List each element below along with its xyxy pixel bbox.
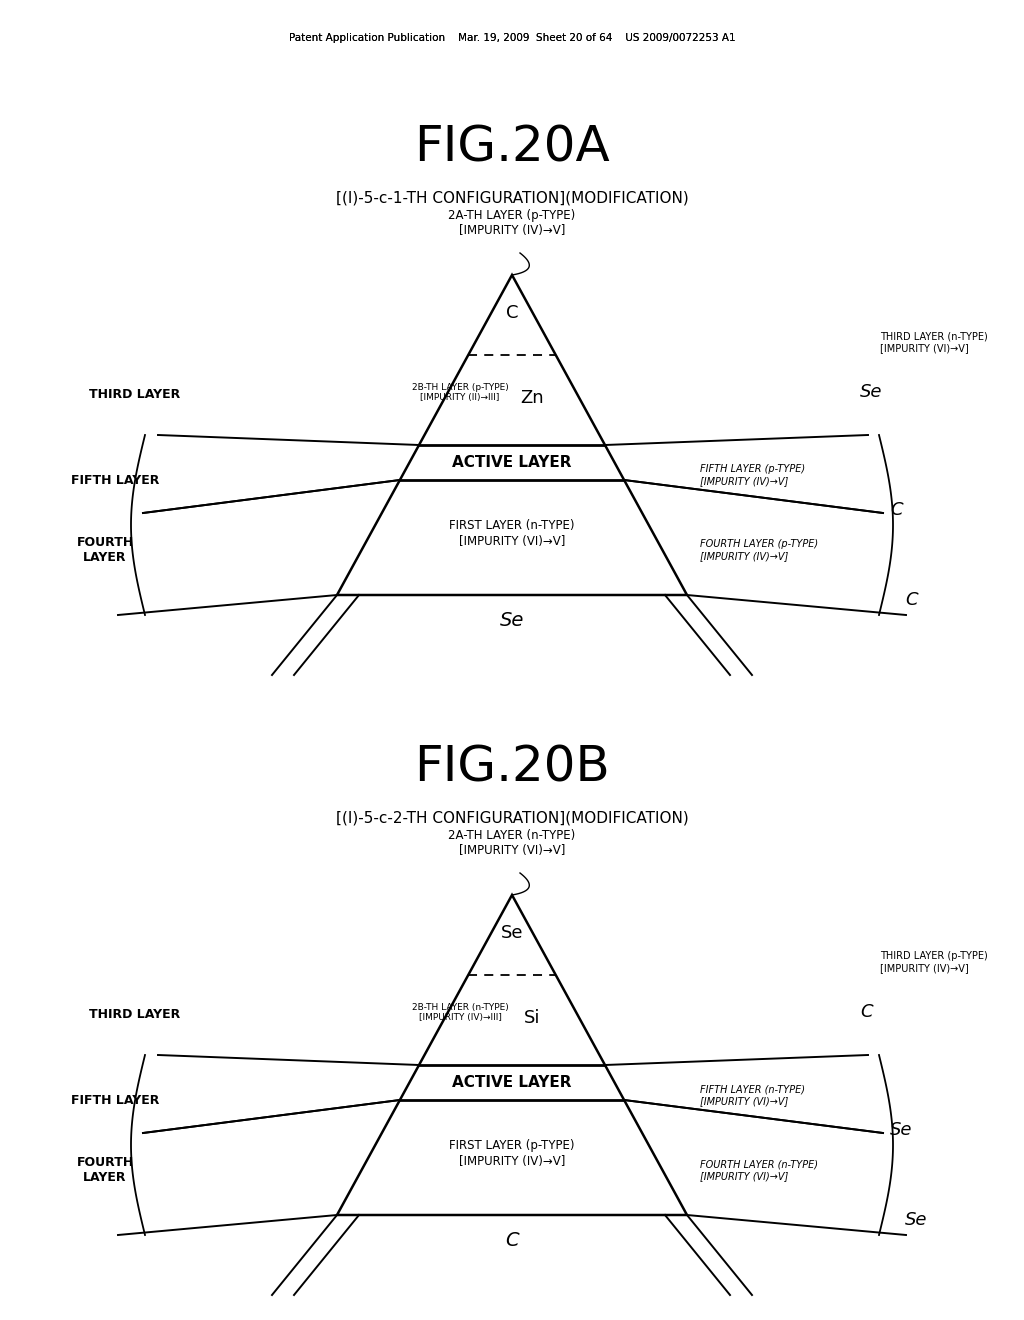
Text: THIRD LAYER: THIRD LAYER [89,1008,180,1022]
Text: FIRST LAYER (p-TYPE)
[IMPURITY (IV)→V]: FIRST LAYER (p-TYPE) [IMPURITY (IV)→V] [450,1139,574,1167]
Text: FIRST LAYER (n-TYPE)
[IMPURITY (VI)→V]: FIRST LAYER (n-TYPE) [IMPURITY (VI)→V] [450,520,574,548]
Text: FIG.20A: FIG.20A [414,124,610,172]
Text: Se: Se [860,383,883,401]
Text: 2A-TH LAYER (p-TYPE)
[IMPURITY (IV)→V]: 2A-TH LAYER (p-TYPE) [IMPURITY (IV)→V] [449,209,575,238]
Text: 2B-TH LAYER (n-TYPE)
[IMPURITY (IV)→III]: 2B-TH LAYER (n-TYPE) [IMPURITY (IV)→III] [412,1003,508,1023]
Text: C: C [505,1230,519,1250]
Text: FIFTH LAYER: FIFTH LAYER [71,1093,159,1106]
Text: Patent Application Publication    Mar. 19, 2009  Sheet 20 of 64    US 2009/00722: Patent Application Publication Mar. 19, … [289,33,735,44]
Text: Se: Se [501,924,523,942]
Text: Se: Se [500,610,524,630]
Text: FOURTH
LAYER: FOURTH LAYER [77,1156,133,1184]
Text: C: C [506,304,518,322]
Text: THIRD LAYER (n-TYPE)
[IMPURITY (VI)→V]: THIRD LAYER (n-TYPE) [IMPURITY (VI)→V] [880,331,988,352]
Text: 2B-TH LAYER (p-TYPE)
[IMPURITY (II)→III]: 2B-TH LAYER (p-TYPE) [IMPURITY (II)→III] [412,383,508,403]
Text: [(I)-5-c-1-TH CONFIGURATION](MODIFICATION): [(I)-5-c-1-TH CONFIGURATION](MODIFICATIO… [336,190,688,206]
Text: Se: Se [905,1210,928,1229]
Text: Patent Application Publication    Mar. 19, 2009  Sheet 20 of 64    US 2009/00722: Patent Application Publication Mar. 19, … [289,33,735,44]
Text: ACTIVE LAYER: ACTIVE LAYER [453,455,571,470]
Text: THIRD LAYER: THIRD LAYER [89,388,180,401]
Text: FIFTH LAYER: FIFTH LAYER [71,474,159,487]
Text: FIFTH LAYER (n-TYPE)
[IMPURITY (VI)→V]: FIFTH LAYER (n-TYPE) [IMPURITY (VI)→V] [700,1084,805,1106]
Text: 2A-TH LAYER (n-TYPE)
[IMPURITY (VI)→V]: 2A-TH LAYER (n-TYPE) [IMPURITY (VI)→V] [449,829,575,857]
Text: Se: Se [890,1121,912,1139]
Text: FIG.20B: FIG.20B [414,744,610,792]
Text: FIFTH LAYER (p-TYPE)
[IMPURITY (IV)→V]: FIFTH LAYER (p-TYPE) [IMPURITY (IV)→V] [700,465,805,486]
Text: [(I)-5-c-2-TH CONFIGURATION](MODIFICATION): [(I)-5-c-2-TH CONFIGURATION](MODIFICATIO… [336,810,688,825]
Text: FOURTH
LAYER: FOURTH LAYER [77,536,133,564]
Text: C: C [860,1003,872,1020]
Text: C: C [905,591,918,609]
Text: FOURTH LAYER (n-TYPE)
[IMPURITY (VI)→V]: FOURTH LAYER (n-TYPE) [IMPURITY (VI)→V] [700,1159,818,1181]
Text: C: C [890,502,902,519]
Text: Si: Si [523,1008,541,1027]
Text: Zn: Zn [520,389,544,407]
Text: FOURTH LAYER (p-TYPE)
[IMPURITY (IV)→V]: FOURTH LAYER (p-TYPE) [IMPURITY (IV)→V] [700,539,818,561]
Text: ACTIVE LAYER: ACTIVE LAYER [453,1074,571,1090]
Text: THIRD LAYER (p-TYPE)
[IMPURITY (IV)→V]: THIRD LAYER (p-TYPE) [IMPURITY (IV)→V] [880,952,988,973]
